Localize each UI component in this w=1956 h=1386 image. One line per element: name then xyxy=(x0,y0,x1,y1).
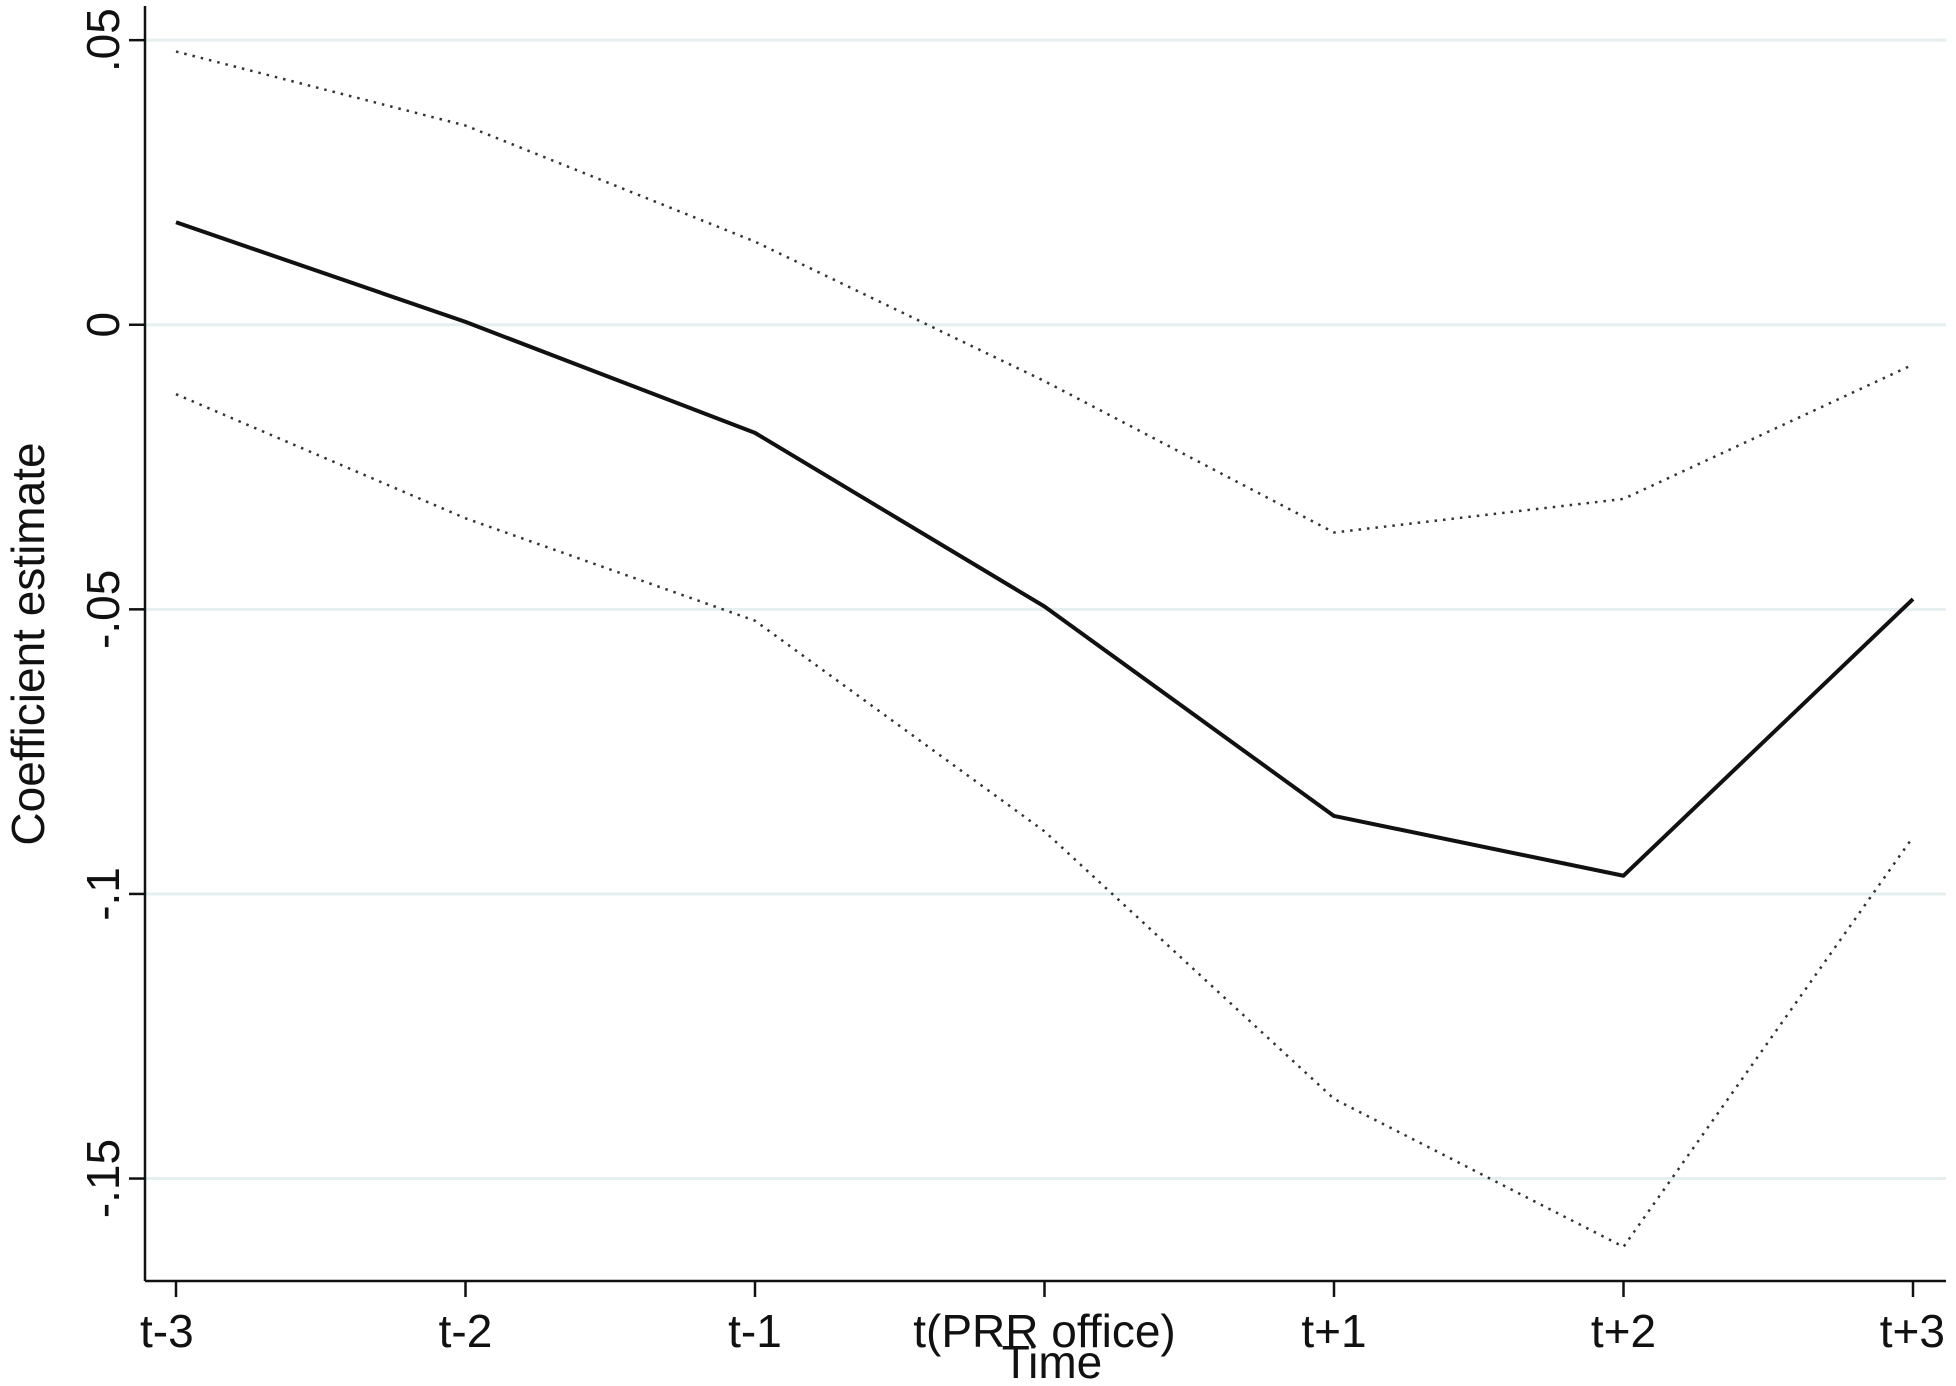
x-tick-label: t-2 xyxy=(439,1305,493,1357)
x-tick-label: t-3 xyxy=(140,1305,194,1357)
x-tick-label: t+1 xyxy=(1301,1305,1366,1357)
y-tick-label: -.1 xyxy=(77,867,129,921)
x-tick-label: t(PRR office) xyxy=(913,1305,1175,1357)
confidence-line xyxy=(175,50,1914,534)
x-tick-label: t-1 xyxy=(728,1305,782,1357)
y-tick-label: -.15 xyxy=(77,1139,129,1218)
y-tick-label: -.05 xyxy=(77,570,129,649)
y-tick-label: 0 xyxy=(77,312,129,338)
estimate-line xyxy=(175,220,1915,878)
y-tick-label: .05 xyxy=(77,8,129,72)
x-axis-label: Time xyxy=(1002,1336,1103,1386)
x-tick-label: t+3 xyxy=(1880,1305,1945,1357)
confidence-line xyxy=(175,393,1915,1249)
y-axis-label: Coefficient estimate xyxy=(2,442,54,845)
x-tick-label: t+2 xyxy=(1591,1305,1656,1357)
